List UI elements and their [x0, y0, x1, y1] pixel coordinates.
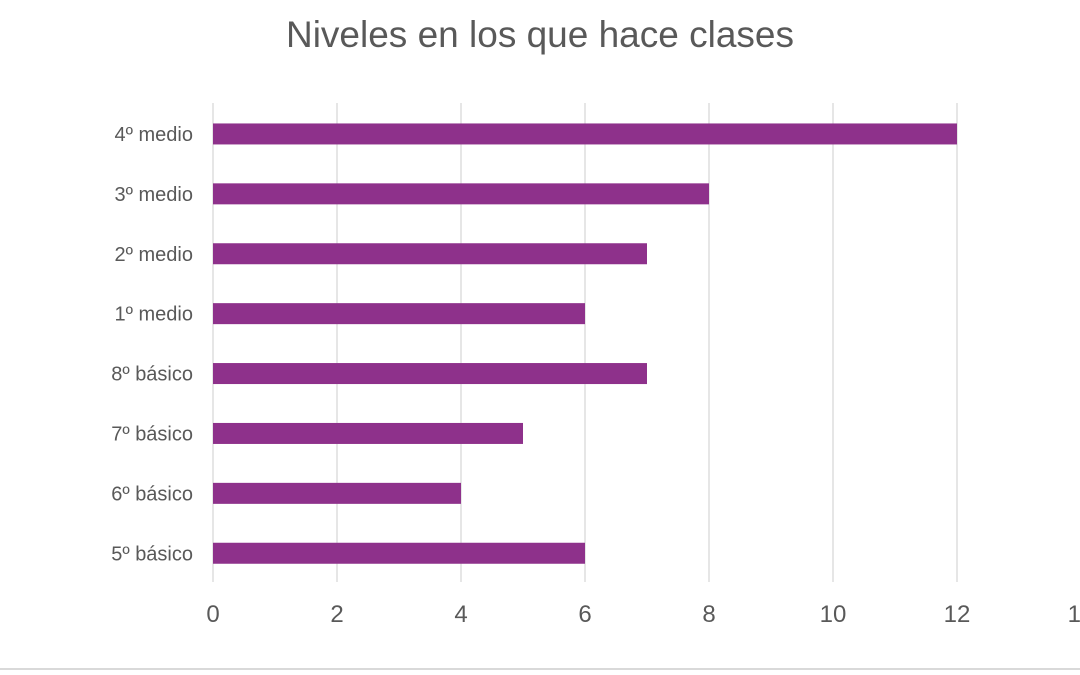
category-labels: 4º medio 3º medio 2º medio 1º medio 8º básic… — [111, 124, 193, 565]
category-label: 1º medio — [115, 304, 193, 326]
bar-8 — [213, 542, 585, 564]
category-label: 5º básico — [111, 543, 193, 565]
x-tick-label: 12 — [944, 601, 971, 628]
x-tick-label: 4 — [454, 601, 467, 628]
grid-lines — [212, 103, 958, 582]
x-tick-label: 2 — [330, 601, 343, 628]
category-label: 4º medio — [115, 124, 193, 146]
bar-7 — [213, 482, 461, 504]
bar-1 — [213, 123, 957, 145]
category-label: 7º básico — [111, 423, 193, 445]
bar-5 — [213, 363, 647, 385]
chart-bottom-border — [0, 668, 1080, 670]
x-tick-label: 14 — [1068, 601, 1080, 628]
x-tick-label: 8 — [702, 601, 715, 628]
x-tick-labels: 0 2 4 6 8 10 12 14 — [206, 601, 1080, 628]
category-label: 6º básico — [111, 483, 193, 505]
bar-4 — [213, 303, 585, 325]
category-label: 2º medio — [115, 244, 193, 266]
chart-title: Niveles en los que hace clases — [285, 14, 794, 55]
category-label: 3º medio — [115, 184, 193, 206]
x-tick-label: 10 — [820, 601, 847, 628]
bars — [213, 123, 957, 564]
bar-2 — [213, 183, 709, 205]
x-tick-label: 0 — [206, 601, 219, 628]
bar-3 — [213, 243, 647, 265]
category-label: 8º básico — [111, 364, 193, 386]
bar-6 — [213, 422, 523, 444]
x-tick-label: 6 — [578, 601, 591, 628]
